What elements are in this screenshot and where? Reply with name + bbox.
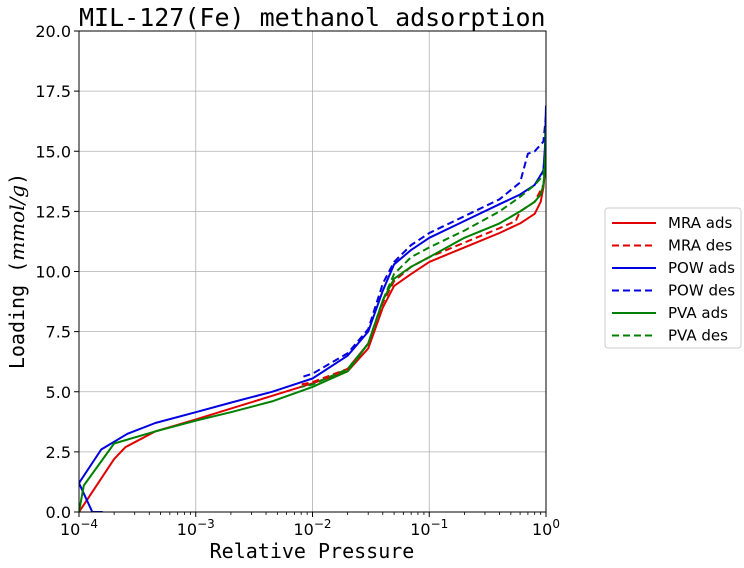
y-tick-label: 0.0 [46,503,71,522]
series-line-pow-ads [79,105,546,512]
x-tick-label: 100 [532,517,560,539]
legend: MRA ads MRA des POW ads POW des PVA ads PVA d… [604,207,742,349]
legend-label: POW ads [668,259,735,277]
series-line-pow-des [300,115,546,379]
y-axis-label: Loading (mmol/g) [5,173,29,369]
y-tick-label: 12.5 [35,202,71,221]
legend-label: MRA ads [668,214,732,232]
legend-label: POW des [668,282,735,300]
x-tick-label: 10−1 [410,517,448,539]
x-axis-label: Relative Pressure [210,539,415,563]
legend-label: MRA des [668,237,733,255]
x-tick-label: 10−2 [293,517,331,539]
y-tick-label: 17.5 [35,82,71,101]
y-tick-label: 7.5 [46,323,71,342]
legend-label: PVA ads [668,304,728,322]
legend-label: PVA des [668,327,728,345]
axis-ticks: 10−4 10−3 10−2 10−1 100 0.0 2.5 5.0 7.5 10.0 12.5 1… [35,22,560,539]
y-tick-label: 15.0 [35,142,71,161]
chart-title: MIL-127(Fe) methanol adsorption [79,3,546,32]
y-tick-label: 5.0 [46,383,71,402]
series-line-pva-des [300,146,546,388]
x-tick-label: 10−3 [177,517,215,539]
y-tick-label: 2.5 [46,443,71,462]
x-tick-label: 10−4 [60,517,98,539]
y-tick-label: 10.0 [35,263,71,282]
series-lines [79,105,546,512]
y-tick-label: 20.0 [35,22,71,41]
